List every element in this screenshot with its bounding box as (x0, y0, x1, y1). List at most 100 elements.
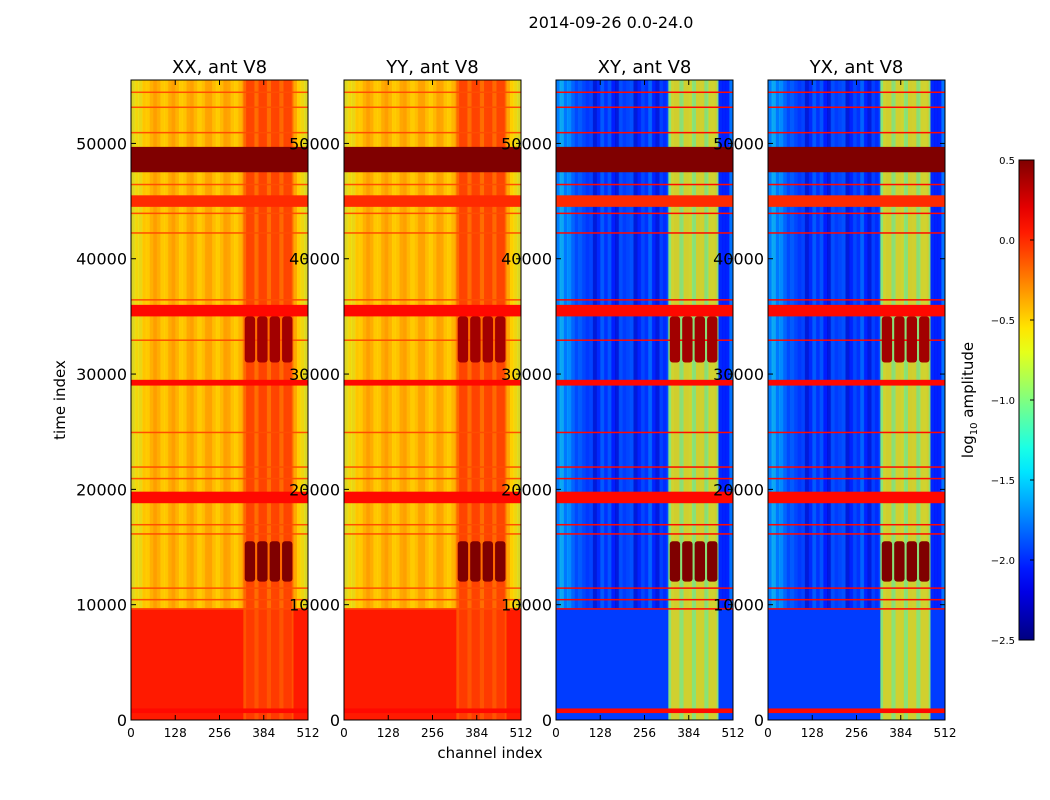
flag-line (556, 533, 733, 535)
channel-stripe (366, 80, 371, 609)
channel-stripe (344, 80, 349, 609)
time-band (131, 304, 308, 317)
channel-column (920, 80, 929, 720)
channel-stripe (626, 80, 631, 609)
bright-block (919, 316, 930, 363)
bright-block (682, 541, 693, 582)
flag-line (768, 131, 945, 134)
x-tick-label: 0 (552, 726, 560, 740)
y-tick-label: 50000 (76, 134, 127, 153)
flag-line (131, 587, 308, 589)
channel-stripe (193, 80, 198, 609)
y-tick-label: 0 (542, 711, 552, 730)
flag-line (344, 587, 521, 589)
colorbar-tick-label: −2.5 (991, 636, 1015, 647)
panel-xx: XX, ant V8 0 128 256 384 512 0 10000 20000 30000 4… (76, 57, 319, 740)
time-band (768, 195, 945, 207)
flag-line (344, 477, 521, 480)
flag-line (344, 232, 521, 234)
bright-block (470, 541, 481, 582)
channel-stripe (443, 80, 448, 609)
colorbar-label: log10 amplitude (959, 342, 980, 458)
channel-stripe (830, 80, 835, 609)
colorbar: −2.5 −2.0 −1.5 −1.0 −0.5 0.0 0.5 log10 amplitud… (959, 156, 1035, 647)
y-tick-label: 40000 (76, 250, 127, 269)
time-band (556, 304, 733, 317)
bright-block (894, 541, 905, 582)
time-band (556, 146, 733, 173)
bright-block (282, 541, 293, 582)
time-band (768, 708, 945, 714)
flag-line (768, 608, 945, 610)
flag-line (768, 339, 945, 341)
bright-block (694, 541, 705, 582)
channel-stripe (293, 80, 298, 609)
bright-block (919, 541, 930, 582)
time-band (344, 304, 521, 317)
x-tick-label: 0 (764, 726, 772, 740)
channel-stripe (933, 80, 939, 609)
channel-stripe (815, 80, 821, 609)
flag-line (344, 608, 521, 610)
channel-stripe (603, 80, 609, 609)
flag-line (131, 91, 308, 94)
channel-stripe (432, 80, 437, 609)
channel-stripe (230, 80, 235, 609)
bright-block (282, 316, 293, 363)
channel-stripe (391, 80, 397, 609)
channel-stripe (852, 80, 857, 609)
bright-block (669, 316, 681, 363)
flag-line (344, 598, 521, 601)
flag-line (556, 131, 733, 134)
panel-yy: YY, ant V8 0 128 256 384 512 0 10000 20000 30000 4… (289, 57, 532, 740)
y-tick-label: 0 (117, 711, 127, 730)
channel-stripe (384, 80, 389, 609)
flag-line (768, 232, 945, 234)
flag-line (344, 131, 521, 134)
bright-block (682, 316, 693, 363)
channel-stripe (823, 80, 828, 609)
channel-stripe (134, 80, 139, 609)
channel-stripe (655, 80, 660, 609)
x-tick-label: 128 (164, 726, 187, 740)
flag-line (768, 523, 945, 526)
channel-stripe (138, 80, 143, 609)
time-band (131, 708, 308, 714)
heatmap-image (768, 80, 945, 720)
heatmap-image (344, 80, 521, 720)
time-band (556, 195, 733, 207)
y-tick-label: 0 (330, 711, 340, 730)
flag-line (344, 91, 521, 94)
channel-stripe (156, 80, 161, 609)
channel-stripe (725, 80, 730, 609)
channel-stripe (782, 80, 787, 609)
channel-stripe (373, 80, 378, 609)
flag-line (768, 91, 945, 94)
y-tick-label: 20000 (76, 480, 127, 499)
flag-line (768, 466, 945, 468)
channel-stripe (849, 80, 854, 609)
flag-line (131, 212, 308, 215)
channel-stripe (615, 80, 620, 609)
channel-stripe (414, 80, 419, 609)
channel-stripe (718, 80, 723, 609)
channel-stripe (167, 80, 173, 609)
channel-stripe (358, 80, 363, 609)
flag-line (344, 339, 521, 341)
channel-stripe (863, 80, 869, 609)
bright-block (495, 316, 506, 363)
colorbar-tick-label: −2.0 (991, 556, 1015, 567)
channel-stripe (729, 80, 733, 609)
channel-stripe (578, 80, 583, 609)
channel-stripe (841, 80, 846, 609)
figure-title: 2014-09-26 0.0-24.0 (529, 13, 694, 32)
flag-line (344, 523, 521, 526)
flag-line (556, 183, 733, 186)
x-axis-label: channel index (437, 744, 542, 762)
channel-stripe (819, 80, 824, 609)
panel-title: YY, ant V8 (385, 57, 478, 78)
channel-stripe (611, 80, 616, 609)
colorbar-tick-label: −1.0 (991, 396, 1015, 407)
channel-stripe (867, 80, 872, 609)
y-tick-label: 10000 (289, 596, 340, 615)
